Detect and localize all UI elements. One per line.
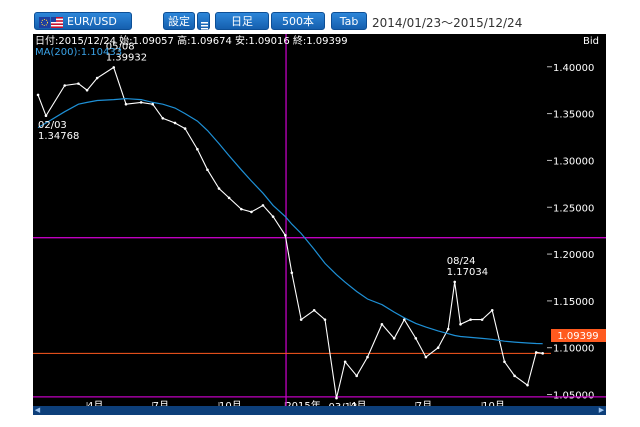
price-point xyxy=(261,204,265,207)
price-point xyxy=(196,147,199,151)
price-point xyxy=(290,271,294,275)
currency-pair-button[interactable]: EUR/USD xyxy=(34,12,132,30)
tab-label: Tab xyxy=(339,15,359,28)
settings-label: 設定 xyxy=(168,15,190,28)
price-point xyxy=(173,121,177,125)
price-point xyxy=(513,374,516,378)
settings-menu-button[interactable] xyxy=(197,12,210,30)
eu-us-flag-icon xyxy=(39,16,63,28)
ohlc-label: 日付:2015/12/24 始:1.09057 高:1.09674 安:1.09… xyxy=(35,34,348,47)
annotation-value: 1.17034 xyxy=(447,267,488,278)
price-point xyxy=(355,374,358,378)
price-point xyxy=(453,280,457,284)
price-point xyxy=(380,323,384,326)
price-point xyxy=(206,168,209,172)
settings-button[interactable]: 設定 xyxy=(163,12,195,30)
price-point xyxy=(490,308,494,312)
price-point xyxy=(151,102,154,106)
price-point xyxy=(366,355,369,359)
price-point xyxy=(469,318,472,321)
price-point xyxy=(77,82,80,85)
annotation-date: 08/24 xyxy=(447,256,476,267)
bar-count-button[interactable]: 500本 xyxy=(271,12,325,30)
price-point xyxy=(63,84,67,87)
tab-button[interactable]: Tab xyxy=(331,12,367,30)
price-point xyxy=(85,88,89,92)
x-tick-label: 10月 xyxy=(482,400,505,410)
y-tick-label: 1.40000 xyxy=(553,63,594,74)
tick-labels: 1.40000 1.35000 1.30000 1.25000 1.20000 1.150… xyxy=(86,63,594,410)
x-tick-label: 10月 xyxy=(219,400,242,410)
y-tick-label: 1.20000 xyxy=(553,250,594,261)
y-tick-label: 1.15000 xyxy=(553,297,594,308)
bar-count-label: 500本 xyxy=(282,15,314,28)
price-point xyxy=(312,308,316,312)
price-chart[interactable]: 1.40000 1.35000 1.30000 1.25000 1.20000 1.150… xyxy=(33,34,606,410)
price-point xyxy=(526,383,529,387)
y-tick-label: 1.30000 xyxy=(553,156,594,167)
date-range: 2014/01/23～2015/12/24 xyxy=(372,16,523,30)
price-point xyxy=(503,360,506,364)
scroll-left-icon[interactable]: ◀ xyxy=(34,406,41,414)
price-point xyxy=(436,346,440,350)
price-point xyxy=(343,360,347,364)
ma-label: MA(200):1.10433 xyxy=(35,47,122,58)
x-tick-label: 4月 xyxy=(350,400,366,410)
price-point xyxy=(227,196,231,200)
price-point xyxy=(446,327,450,331)
x-tick-label: 4月 xyxy=(87,400,103,410)
price-point xyxy=(183,127,187,130)
chart-background xyxy=(33,34,606,410)
price-point xyxy=(112,66,116,69)
price-type-label: Bid xyxy=(583,36,599,47)
annotation-value: 1.34768 xyxy=(38,131,79,142)
current-price-badge xyxy=(551,329,606,342)
price-point xyxy=(240,207,243,211)
price-point xyxy=(424,355,428,359)
settings-menu-icon xyxy=(201,18,208,30)
price-point xyxy=(217,187,221,190)
chart-scrollbar[interactable]: ◀ ▶ xyxy=(33,406,606,415)
price-point xyxy=(161,116,165,120)
price-point xyxy=(323,318,327,321)
price-point xyxy=(44,114,48,118)
price-point xyxy=(284,234,287,237)
price-point xyxy=(480,318,484,321)
price-point xyxy=(392,337,396,340)
price-point xyxy=(250,210,253,214)
price-point xyxy=(299,318,303,321)
y-tick-label: 1.35000 xyxy=(553,110,594,121)
price-point xyxy=(95,76,99,80)
price-point xyxy=(541,352,544,355)
y-tick-label: 1.10000 xyxy=(553,344,594,355)
x-tick-label: 7月 xyxy=(416,400,432,410)
x-tick-label: 7月 xyxy=(153,400,169,410)
current-price-label: 1.09399 xyxy=(557,331,598,342)
scroll-right-icon[interactable]: ▶ xyxy=(598,406,605,414)
price-point xyxy=(271,215,275,218)
price-point xyxy=(402,318,406,321)
period-button[interactable]: 日足 xyxy=(215,12,269,30)
price-point xyxy=(414,337,418,340)
annotation-date: 05/08 xyxy=(106,41,135,52)
price-point xyxy=(124,102,128,106)
price-point xyxy=(139,101,143,104)
y-tick-label: 1.05000 xyxy=(553,391,594,402)
annotation-date: 02/03 xyxy=(38,120,67,131)
ma-series-line xyxy=(37,97,543,345)
price-point xyxy=(36,93,40,97)
y-tick-label: 1.25000 xyxy=(553,203,594,214)
marker-lines xyxy=(33,34,606,410)
chart-panel[interactable]: 1.40000 1.35000 1.30000 1.25000 1.20000 1.150… xyxy=(33,34,606,410)
price-point xyxy=(459,323,462,326)
annotation-value: 1.39932 xyxy=(106,52,147,63)
period-label: 日足 xyxy=(231,15,253,28)
pair-label: EUR/USD xyxy=(67,15,117,28)
toolbar: EUR/USD 設定 日足 500本 Tab 2014/01/23～2015/1… xyxy=(0,8,640,34)
price-point xyxy=(335,396,338,400)
price-point xyxy=(534,351,538,354)
price-points xyxy=(36,66,544,400)
x-tick-label: 2015年 xyxy=(285,399,320,410)
